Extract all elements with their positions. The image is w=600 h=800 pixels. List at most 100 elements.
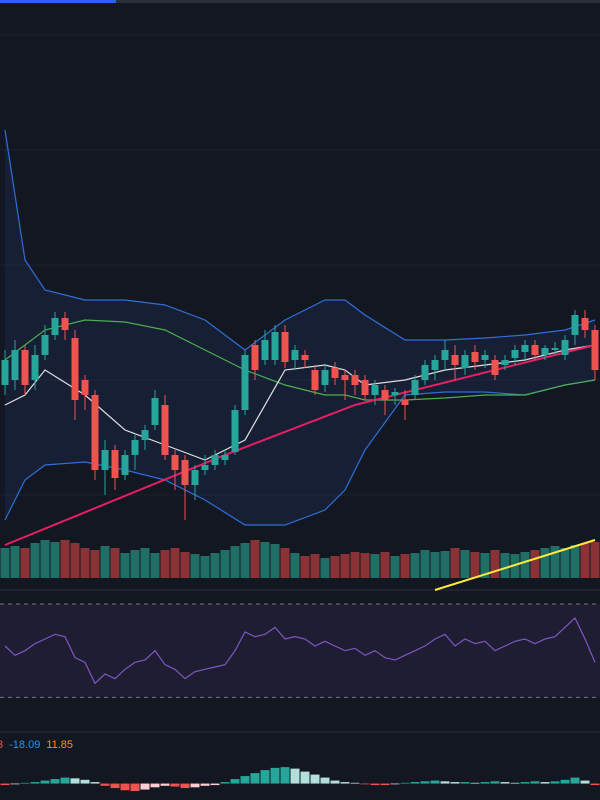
volume-bar [220, 550, 230, 578]
macd-bar [440, 781, 450, 784]
candle-body [561, 340, 569, 355]
candle-body [321, 370, 329, 385]
candle-body [401, 400, 409, 405]
candle-body [111, 450, 119, 478]
overlay-line [4, 379, 596, 526]
candle-body [431, 360, 439, 370]
candle-body [491, 360, 499, 375]
macd-bar [580, 780, 590, 784]
candle-body [541, 348, 549, 355]
candle-body [201, 465, 209, 470]
macd-bar [340, 782, 350, 784]
candle-body [341, 375, 349, 380]
candle-body [11, 350, 19, 380]
macd-bar [590, 783, 600, 786]
macd-bar [0, 783, 10, 786]
volume-bar [130, 550, 140, 578]
candle-body [521, 345, 529, 352]
macd-bar [360, 783, 370, 785]
volume-bar [530, 550, 540, 578]
macd-bar [200, 783, 210, 786]
macd-bar [190, 783, 200, 788]
candle-body [591, 330, 599, 370]
volume-bar [20, 548, 30, 578]
macd-bar [140, 783, 150, 790]
macd-bar [80, 779, 90, 784]
macd-bar [10, 783, 20, 785]
volume-bar [390, 556, 400, 578]
candle-body [511, 350, 519, 358]
macd-bar [350, 782, 360, 784]
macd-bar [70, 778, 80, 784]
macd-bar [320, 777, 330, 784]
volume-bar [370, 554, 380, 578]
macd-legend-value: 3 [0, 739, 3, 751]
macd-bar [480, 782, 490, 784]
macd-bar [460, 782, 470, 784]
volume-bar [410, 553, 420, 578]
candle-body [241, 355, 249, 410]
candle-body [571, 315, 579, 335]
rsi-line [4, 617, 596, 685]
volume-bar [160, 550, 170, 578]
candle-body [411, 380, 419, 395]
candle-body [351, 375, 359, 385]
candle-body [331, 368, 339, 378]
macd-bar [430, 780, 440, 784]
macd-bar [540, 782, 550, 784]
macd-bar [550, 781, 560, 784]
macd-bar [270, 767, 280, 784]
candle-body [381, 390, 389, 400]
macd-bar [230, 779, 240, 784]
overlay-line [434, 539, 596, 591]
volume-bar [420, 550, 430, 578]
volume-bar [560, 548, 570, 578]
overlay-line [4, 129, 596, 351]
macd-bar [100, 783, 110, 786]
top-bar-progress [0, 0, 116, 3]
candle-body [171, 455, 179, 470]
volume-bar [40, 540, 50, 578]
volume-bar [540, 548, 550, 578]
volume-bar [380, 552, 390, 578]
rsi-band [0, 604, 600, 698]
candle-body [121, 455, 129, 475]
volume-bar [580, 543, 590, 578]
candle-body [421, 365, 429, 380]
macd-bar [510, 782, 520, 784]
macd-bar [380, 783, 390, 786]
macd-bar [520, 782, 530, 784]
volume-bar [310, 554, 320, 578]
volume-bar [320, 558, 330, 578]
volume-bar [450, 548, 460, 578]
macd-bar [40, 780, 50, 784]
volume-bar [210, 553, 220, 578]
volume-bar [300, 556, 310, 578]
volume-bar [230, 546, 240, 578]
macd-bar [330, 780, 340, 784]
volume-bar [340, 554, 350, 578]
candle-body [91, 395, 99, 470]
candle-body [531, 345, 539, 355]
macd-bar [240, 776, 250, 784]
candle-body [551, 348, 559, 350]
volume-bar [490, 550, 500, 578]
volume-bar [150, 553, 160, 578]
volume-bar [330, 556, 340, 578]
macd-bar [30, 782, 40, 784]
volume-bar [360, 553, 370, 578]
volume-bar [110, 548, 120, 578]
overlay-line [4, 344, 596, 546]
candle-body [261, 340, 269, 360]
macd-bar [220, 782, 230, 784]
volume-bar [500, 553, 510, 578]
macd-bar [420, 781, 430, 784]
candle-body [191, 470, 199, 485]
volume-bar [50, 542, 60, 578]
volume-bar [70, 543, 80, 578]
macd-bar [300, 771, 310, 784]
macd-bar [560, 779, 570, 784]
volume-bar [430, 552, 440, 578]
